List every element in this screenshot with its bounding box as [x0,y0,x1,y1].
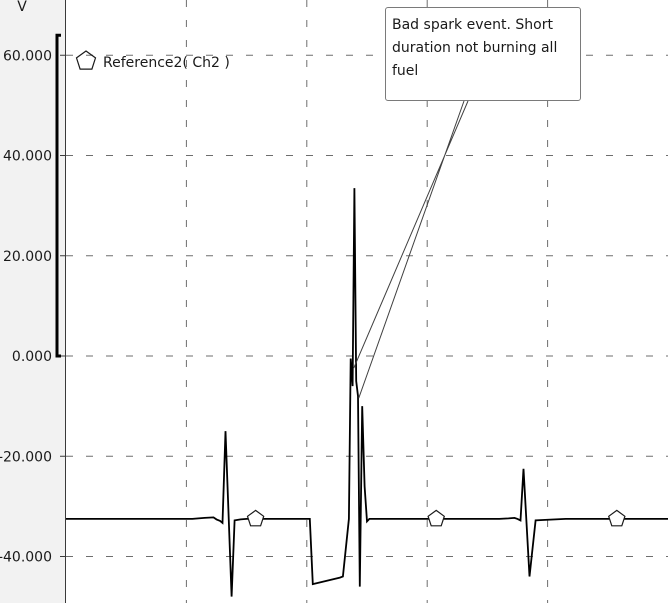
annotation-line: duration not burning all [392,40,558,56]
trace-markers [246,509,626,527]
annotation-line: fuel [392,63,419,79]
annotation-leader-line [353,100,469,399]
pentagon-marker [246,509,265,527]
y-tick-label: -40.000 [0,550,52,566]
legend[interactable]: Reference2( Ch2 ) [75,50,230,71]
pentagon-icon [75,50,97,70]
axis-panel [0,0,65,603]
pentagon-marker [607,509,626,527]
y-tick-labels: 60.000 40.000 20.000 0.000 -20.000 -40.000 [0,48,66,566]
y-tick-label: -20.000 [0,449,52,465]
series-line [66,188,668,597]
trace-layer [66,188,668,597]
y-tick-label: 60.000 [3,48,52,64]
y-tick-label: 40.000 [3,149,52,165]
range-bracket-path [55,33,61,358]
y-unit-label: V [17,0,27,15]
range-bracket [55,33,61,358]
annotation-leader [353,100,469,399]
legend-label: Reference2( Ch2 ) [103,55,230,71]
annotation-callout[interactable]: Bad spark event. Short duration not burn… [385,7,581,101]
y-tick-label: 20.000 [3,249,52,265]
annotation-line: Bad spark event. Short [392,17,553,33]
pentagon-marker [427,509,446,527]
y-tick-label: 0.000 [12,349,52,365]
